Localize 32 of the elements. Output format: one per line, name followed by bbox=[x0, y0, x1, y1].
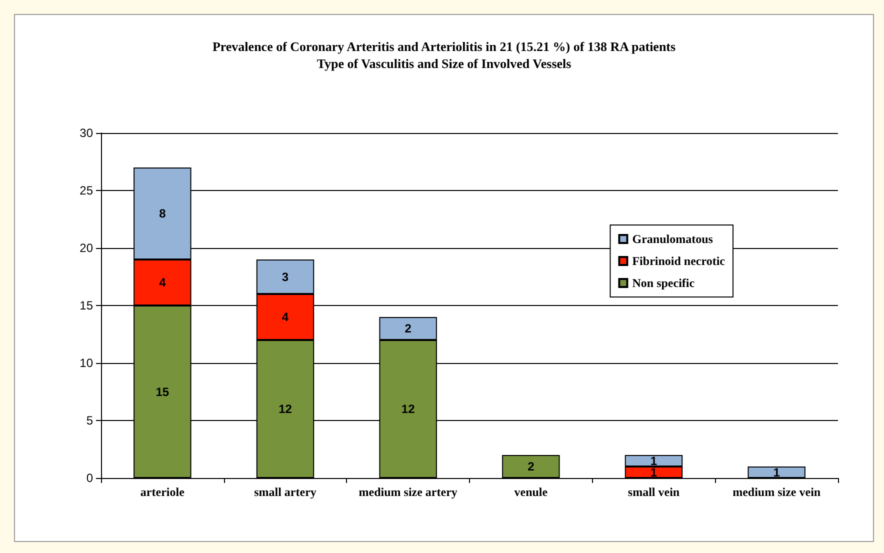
data-label: 2 bbox=[528, 460, 535, 474]
y-tick-label: 5 bbox=[86, 414, 94, 428]
x-tick-label: venule bbox=[514, 485, 548, 499]
data-label: 2 bbox=[404, 322, 412, 336]
chart-title: Prevalence of Coronary Arteritis and Arteriolitis in 21 (15.21 %) of 138 RA patients bbox=[212, 39, 676, 54]
data-label: 12 bbox=[278, 402, 292, 416]
x-tick-label: small vein bbox=[628, 485, 680, 499]
data-label: 4 bbox=[282, 310, 289, 324]
data-label: 15 bbox=[156, 384, 170, 399]
y-tick-label: 30 bbox=[80, 126, 94, 140]
x-tick-label: arteriole bbox=[140, 485, 186, 499]
data-label: 12 bbox=[401, 402, 416, 416]
x-tick-label: medium size artery bbox=[358, 485, 458, 499]
y-tick-label: 0 bbox=[86, 471, 94, 485]
data-label: 1 bbox=[773, 465, 780, 480]
x-tick-label: small artery bbox=[254, 485, 316, 499]
data-label: 1 bbox=[650, 454, 658, 468]
data-label: 4 bbox=[159, 276, 166, 290]
y-tick-label: 20 bbox=[80, 241, 94, 255]
bar bbox=[502, 455, 560, 478]
y-tick-label: 15 bbox=[80, 298, 94, 312]
bar bbox=[748, 466, 806, 478]
chart-subtitle: Type of Vasculitis and Size of Involved Vessels bbox=[316, 56, 572, 71]
legend-label: Fibrinoid necrotic bbox=[632, 254, 726, 268]
data-label: 3 bbox=[282, 270, 289, 284]
y-tick-label: 10 bbox=[80, 356, 94, 370]
data-label: 1 bbox=[650, 465, 658, 480]
legend-label: Granulomatous bbox=[632, 232, 714, 246]
legend-label: Non specific bbox=[632, 276, 696, 290]
y-tick-label: 25 bbox=[80, 184, 94, 198]
x-tick-label: medium size vein bbox=[732, 485, 821, 499]
data-label: 8 bbox=[159, 206, 166, 220]
